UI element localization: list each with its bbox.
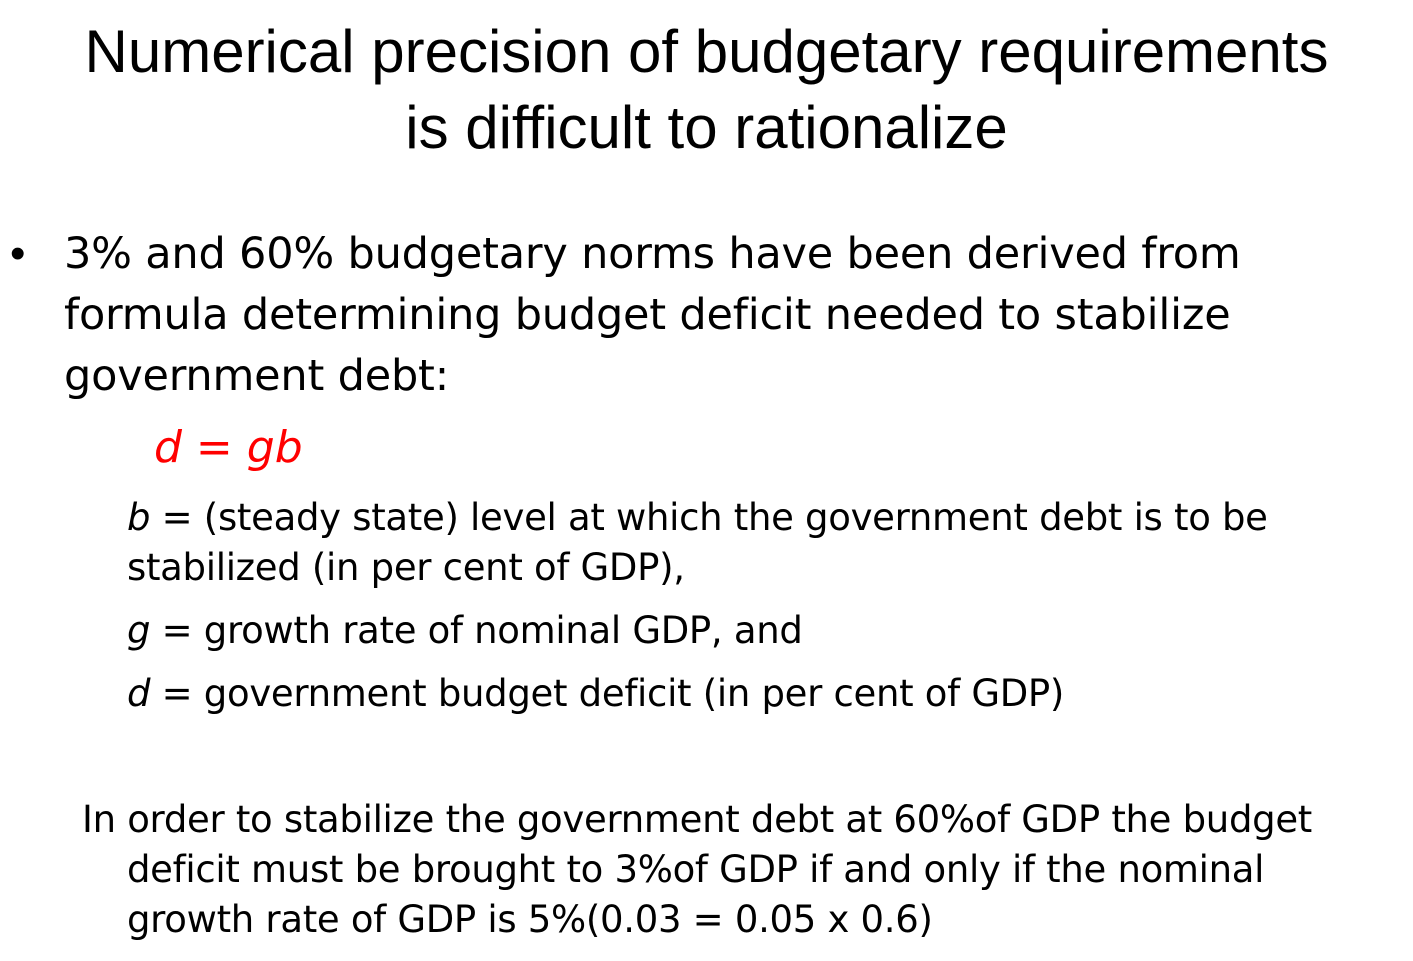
title-line-1: Numerical precision of budgetary require…	[84, 18, 1329, 85]
title-line-2: is difficult to rationalize	[405, 94, 1008, 161]
bullet-line-3: government debt:	[64, 351, 449, 401]
definition-b-text: = (steady state) level at which the gove…	[150, 496, 1268, 539]
bullet-text: 3% and 60% budgetary norms have been der…	[64, 224, 1384, 407]
slide-title: Numerical precision of budgetary require…	[0, 14, 1413, 166]
bullet-line-2: formula determining budget deficit neede…	[64, 290, 1231, 340]
formula: d = gb	[154, 422, 303, 473]
variable-b: b	[127, 496, 151, 539]
definition-b: b = (steady state) level at which the go…	[127, 492, 1268, 544]
variable-g: g	[127, 609, 151, 652]
definition-g: g = growth rate of nominal GDP, and	[127, 605, 803, 657]
definition-b-continued: stabilized (in per cent of GDP),	[127, 546, 685, 589]
definition-d-text: = government budget deficit (in per cent…	[150, 672, 1065, 715]
conclusion-line-2: deficit must be brought to 3%of GDP if a…	[127, 848, 1265, 891]
bullet-line-1: 3% and 60% budgetary norms have been der…	[64, 229, 1241, 279]
definition-d: d = government budget deficit (in per ce…	[127, 668, 1064, 720]
conclusion-line-3: growth rate of GDP is 5%(0.03 = 0.05 x 0…	[127, 898, 933, 941]
definition-g-text: = growth rate of nominal GDP, and	[150, 609, 803, 652]
variable-d: d	[127, 672, 151, 715]
bullet-marker: •	[10, 229, 26, 278]
conclusion-line-1: In order to stabilize the government deb…	[82, 798, 1312, 841]
